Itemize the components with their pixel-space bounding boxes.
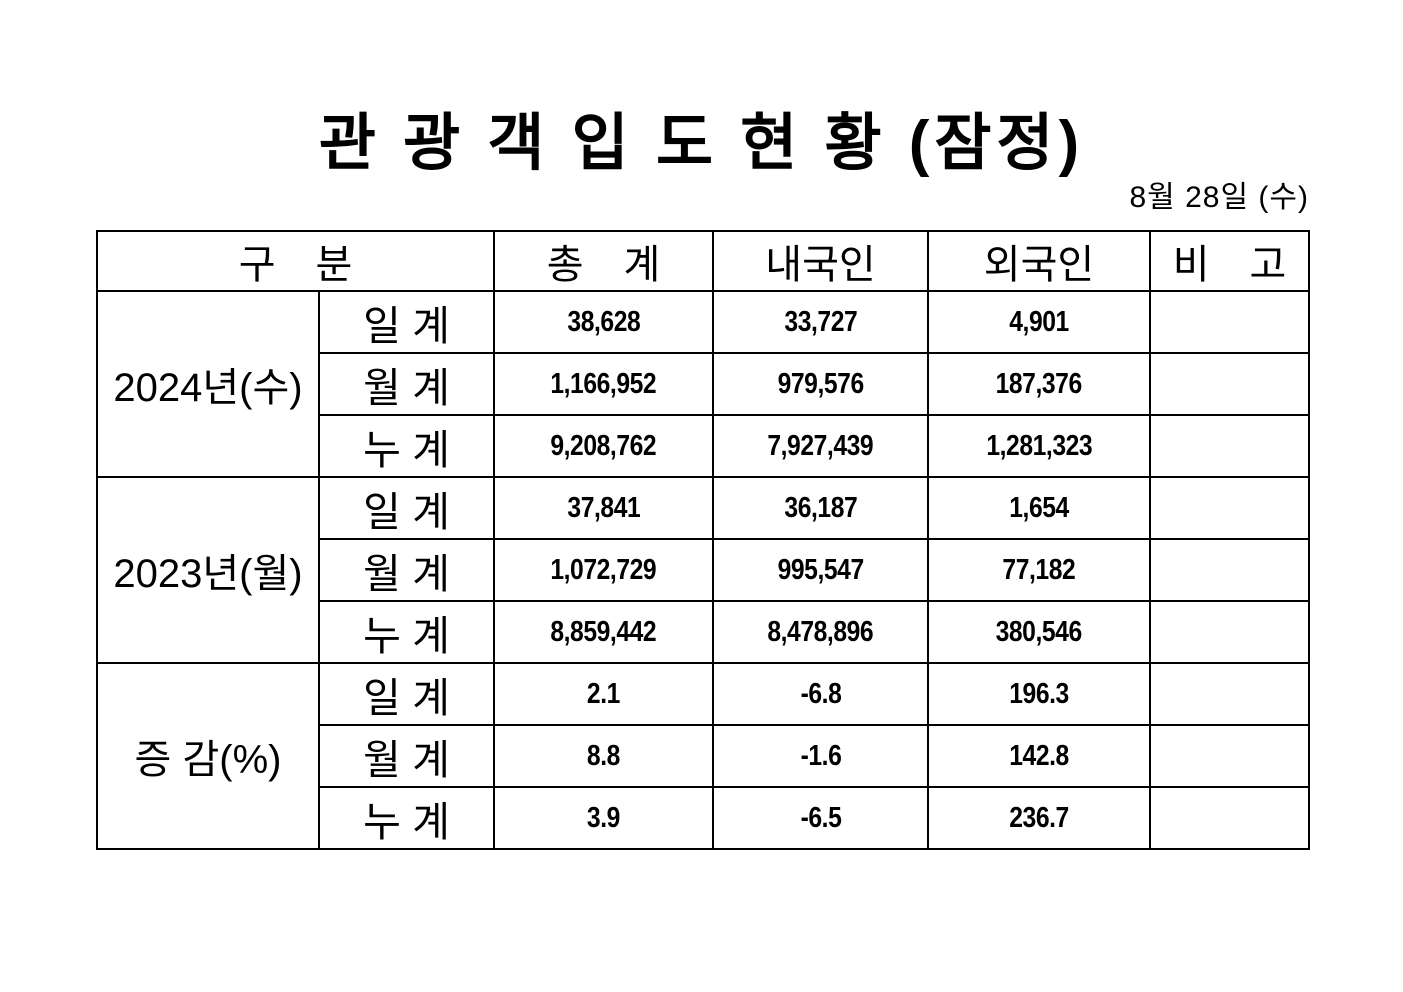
row-label-cumulative: 누 계: [318, 414, 495, 478]
table-row: 증 감(%) 일 계 2.1 -6.8 196.3: [96, 662, 1310, 850]
value-total: 38,628: [493, 290, 714, 354]
row-label-cumulative: 누 계: [318, 600, 495, 664]
row-label-daily: 일 계: [318, 476, 495, 540]
table-row: 월 계 8.8 -1.6 142.8: [97, 724, 1310, 788]
header-total: 총 계: [493, 230, 714, 292]
value-total: 2.1: [493, 662, 714, 726]
note-cell: [1149, 352, 1310, 416]
value-foreign: 187,376: [927, 352, 1151, 416]
note-cell: [1149, 476, 1310, 540]
table-row: 누 계 3.9 -6.5 236.7: [97, 786, 1310, 850]
value-total: 1,072,729: [493, 538, 714, 602]
value-foreign: 380,546: [927, 600, 1151, 664]
value-domestic: 36,187: [712, 476, 929, 540]
value-domestic: -6.5: [712, 786, 929, 850]
value-foreign: 4,901: [927, 290, 1151, 354]
value-domestic: 979,576: [712, 352, 929, 416]
table-row: 2024년(수) 일 계 38,628 33,727 4,901: [96, 290, 1310, 478]
value-total: 37,841: [493, 476, 714, 540]
value-total: 1,166,952: [493, 352, 714, 416]
value-domestic: 8,478,896: [712, 600, 929, 664]
row-label-monthly: 월 계: [318, 352, 495, 416]
row-label-monthly: 월 계: [318, 538, 495, 602]
value-foreign: 1,281,323: [927, 414, 1151, 478]
row-label-cumulative: 누 계: [318, 786, 495, 850]
value-domestic: 33,727: [712, 290, 929, 354]
table-row: 월 계 1,166,952 979,576 187,376: [97, 352, 1310, 416]
value-total: 3.9: [493, 786, 714, 850]
header-gubun: 구 분: [96, 230, 495, 292]
group-label-change: 증 감(%): [96, 662, 320, 850]
value-foreign: 196.3: [927, 662, 1151, 726]
table-row: 월 계 1,072,729 995,547 77,182: [97, 538, 1310, 602]
value-domestic: -6.8: [712, 662, 929, 726]
note-cell: [1149, 414, 1310, 478]
row-label-daily: 일 계: [318, 290, 495, 354]
page-title: 관 광 객 입 도 현 황 (잠정): [318, 109, 1085, 178]
note-cell: [1149, 290, 1310, 354]
value-foreign: 1,654: [927, 476, 1151, 540]
value-total: 9,208,762: [493, 414, 714, 478]
note-cell: [1149, 600, 1310, 664]
header-domestic: 내국인: [712, 230, 929, 292]
value-total: 8.8: [493, 724, 714, 788]
value-domestic: 995,547: [712, 538, 929, 602]
row-label-daily: 일 계: [318, 662, 495, 726]
value-foreign: 77,182: [927, 538, 1151, 602]
value-foreign: 142.8: [927, 724, 1151, 788]
note-cell: [1149, 724, 1310, 788]
value-domestic: 7,927,439: [712, 414, 929, 478]
value-total: 8,859,442: [493, 600, 714, 664]
group-label-2023: 2023년(월): [96, 476, 320, 664]
value-foreign: 236.7: [927, 786, 1151, 850]
table-row: 누 계 9,208,762 7,927,439 1,281,323: [97, 414, 1310, 478]
value-domestic: -1.6: [712, 724, 929, 788]
table-row: 2023년(월) 일 계 37,841 36,187 1,654: [96, 476, 1310, 664]
group-label-2024: 2024년(수): [96, 290, 320, 478]
header-foreign: 외국인: [927, 230, 1151, 292]
table-header-row: 구 분 총 계 내국인 외국인 비 고: [96, 230, 1310, 292]
note-cell: [1149, 786, 1310, 850]
note-cell: [1149, 538, 1310, 602]
tourist-stats-table: 구 분 총 계 내국인 외국인 비 고 2024년(수) 일 계 38,628 …: [96, 230, 1310, 850]
header-note: 비 고: [1149, 230, 1310, 292]
report-date: 8월 28일 (수): [1129, 181, 1309, 214]
note-cell: [1149, 662, 1310, 726]
row-label-monthly: 월 계: [318, 724, 495, 788]
table-row: 누 계 8,859,442 8,478,896 380,546: [97, 600, 1310, 664]
